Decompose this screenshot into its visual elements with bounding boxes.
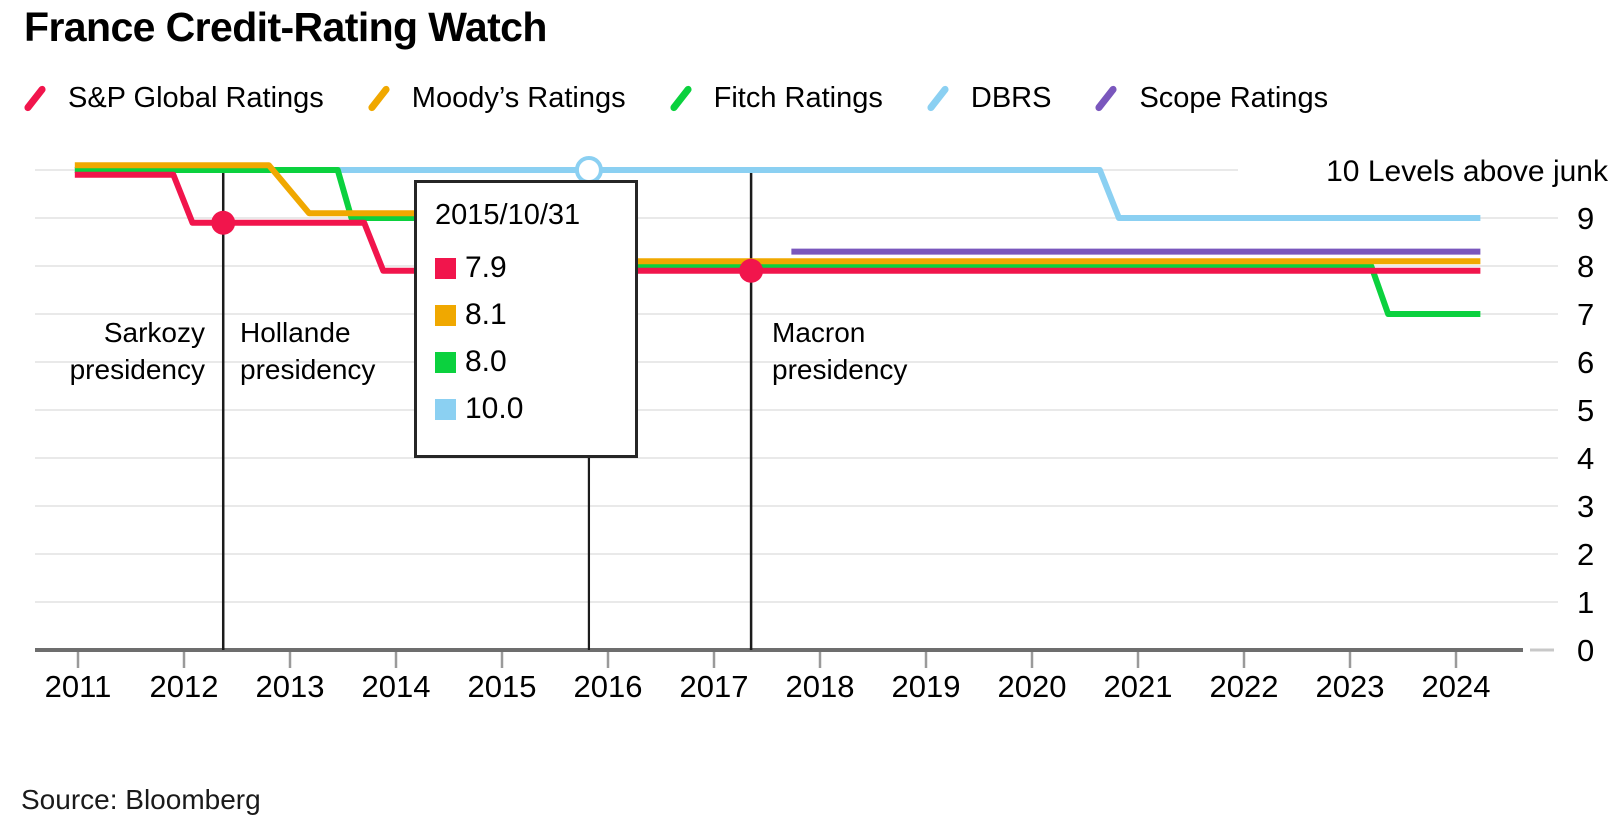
x-tick-label: 2022 [1210, 669, 1279, 704]
tooltip-value: 8.0 [465, 345, 507, 379]
tooltip-swatch-icon [435, 305, 456, 326]
hover-point-marker[interactable] [577, 158, 601, 182]
event-dot-marker [739, 259, 763, 283]
y-tick-label: 1 [1577, 585, 1594, 620]
series-line-fitch-ratings [75, 170, 1481, 314]
chart-tooltip: 2015/10/31 7.9 8.1 8.0 10.0 [414, 180, 638, 458]
y-tick-label: 5 [1577, 393, 1594, 428]
y-tick-label: 2 [1577, 537, 1594, 572]
y-axis: 0 1 2 3 4 5 6 7 8 9 10 Levels above junk [1326, 155, 1609, 668]
tooltip-row: 7.9 [435, 251, 621, 285]
y-tick-label: 8 [1577, 249, 1594, 284]
x-tick-label: 2017 [680, 669, 749, 704]
y-tick-label: 6 [1577, 345, 1594, 380]
chart-plot-area[interactable]: 2011201220132014201520162017201820192020… [0, 0, 1619, 834]
annotation-macron-presidency: Macronpresidency [772, 314, 907, 388]
y-tick-label: 4 [1577, 441, 1594, 476]
x-tick-label: 2019 [892, 669, 961, 704]
annotation-line: presidency [772, 351, 907, 388]
x-axis: 2011 2012 2013 2014 2015 2016 2017 2018 2019 2020… [35, 650, 1554, 704]
tooltip-rows: 7.9 8.1 8.0 10.0 [435, 251, 621, 426]
y-tick-label: 7 [1577, 297, 1594, 332]
x-tick-label: 2021 [1104, 669, 1173, 704]
x-tick-label: 2018 [786, 669, 855, 704]
y-tick-label: 9 [1577, 201, 1594, 236]
tooltip-swatch-icon [435, 352, 456, 373]
x-tick-label: 2011 [45, 669, 112, 704]
x-tick-label: 2023 [1316, 669, 1385, 704]
annotation-line: Macron [772, 314, 907, 351]
y-tick-label: 0 [1577, 633, 1594, 668]
annotation-hollande-presidency: Hollandepresidency [240, 314, 375, 388]
tooltip-row: 10.0 [435, 392, 621, 426]
series-line-dbrs [75, 170, 1481, 218]
tooltip-swatch-icon [435, 258, 456, 279]
credit-rating-chart-canvas: France Credit-Rating Watch S&P Global Ra… [0, 0, 1619, 834]
tooltip-date: 2015/10/31 [435, 199, 621, 232]
tooltip-value: 7.9 [465, 251, 507, 285]
y-axis-top-label: 10 Levels above junk [1326, 155, 1609, 188]
annotation-line: presidency [70, 351, 205, 388]
annotation-line: Hollande [240, 314, 375, 351]
x-tick-label: 2024 [1422, 669, 1491, 704]
annotation-line: Sarkozy [70, 314, 205, 351]
series-line-moody-s-ratings [75, 165, 1481, 261]
x-tick-label: 2016 [574, 669, 643, 704]
x-tick-label: 2014 [362, 669, 431, 704]
x-tick-label: 2013 [256, 669, 325, 704]
tooltip-value: 10.0 [465, 392, 523, 426]
tooltip-row: 8.0 [435, 345, 621, 379]
x-tick-label: 2015 [468, 669, 537, 704]
annotation-sarkozy-presidency: Sarkozypresidency [70, 314, 205, 388]
tooltip-value: 8.1 [465, 298, 507, 332]
x-tick-label: 2012 [150, 669, 219, 704]
annotation-line: presidency [240, 351, 375, 388]
x-tick-label: 2020 [998, 669, 1067, 704]
y-tick-label: 3 [1577, 489, 1594, 524]
tooltip-swatch-icon [435, 399, 456, 420]
event-dot-marker [211, 211, 235, 235]
tooltip-row: 8.1 [435, 298, 621, 332]
source-note: Source: Bloomberg [21, 784, 261, 816]
